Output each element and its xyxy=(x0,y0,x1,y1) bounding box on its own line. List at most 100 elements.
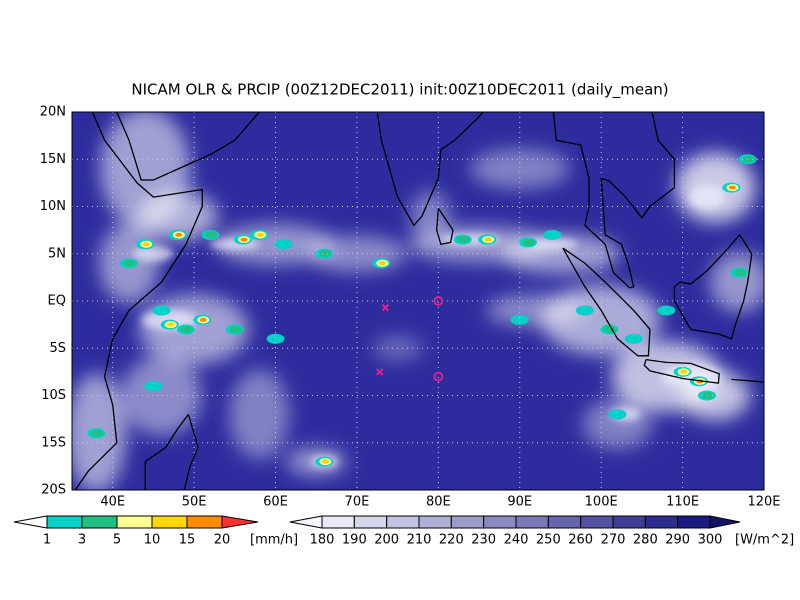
lat-label: 5N xyxy=(48,246,66,261)
precip-patch xyxy=(274,239,293,250)
coastline xyxy=(731,378,764,383)
precip-patch xyxy=(167,322,175,327)
lon-label: 120E xyxy=(747,495,780,510)
map-area xyxy=(72,112,764,490)
coastline xyxy=(436,208,454,246)
precip-legend-label: 10 xyxy=(144,533,161,548)
lat-label: 5S xyxy=(49,341,66,356)
map-frame xyxy=(71,111,765,491)
legend-box xyxy=(644,515,679,529)
precip-patch xyxy=(91,429,104,437)
precip-patch xyxy=(152,305,171,316)
precip-patch xyxy=(742,155,755,163)
cloud xyxy=(486,294,587,327)
cloud xyxy=(121,355,202,436)
legend-box xyxy=(515,515,549,529)
legend-box xyxy=(353,515,388,529)
legend-box xyxy=(450,515,485,529)
precip-patch xyxy=(728,185,736,190)
cloud-core xyxy=(133,245,174,262)
precip-patch xyxy=(657,305,676,316)
lon-label: 40E xyxy=(100,495,125,510)
lat-label: 10N xyxy=(40,199,66,214)
cloud-core xyxy=(660,364,721,389)
precip-patch xyxy=(266,333,285,344)
precip-patch xyxy=(457,236,470,244)
legend-box xyxy=(677,515,711,529)
legend-box xyxy=(46,515,83,529)
precip-legend-label: 20 xyxy=(214,533,231,548)
precip-patch xyxy=(702,392,715,399)
cloud-core xyxy=(527,238,578,251)
cloud xyxy=(709,252,764,313)
legends: 1 3 5 10 15 20 [mm/h] 180 190 200 210 220 230 240 250 2… xyxy=(13,515,794,548)
coastline xyxy=(74,112,203,490)
precip-patch xyxy=(240,237,248,242)
lon-label: 50E xyxy=(182,495,207,510)
cloud xyxy=(469,148,570,189)
legend-box xyxy=(321,515,355,529)
olr-legend-label: 260 xyxy=(568,533,593,548)
precip-patch xyxy=(123,259,136,267)
coastline xyxy=(144,414,199,490)
lat-label: 10S xyxy=(41,388,66,403)
precip-patch xyxy=(543,229,562,240)
precip-patch xyxy=(680,369,688,374)
map-title: NICAM OLR & PRCIP (00Z12DEC2011) init:00… xyxy=(131,81,668,100)
circle-marker xyxy=(433,296,444,306)
precip-patches xyxy=(87,154,757,467)
lat-label: 15N xyxy=(40,152,66,167)
olr-legend-label: 270 xyxy=(601,533,626,548)
legend-triangle xyxy=(709,515,741,529)
olr-legend-label: 200 xyxy=(374,533,399,548)
legend-box xyxy=(386,515,420,529)
lon-label: 70E xyxy=(345,495,370,510)
coastline xyxy=(673,233,753,340)
lon-label: 90E xyxy=(507,495,532,510)
legend-box xyxy=(116,515,153,529)
coastline xyxy=(376,112,484,227)
precip-patch xyxy=(624,333,643,344)
precip-legend-label: 3 xyxy=(78,533,86,548)
precip-patch xyxy=(256,232,264,237)
coastlines xyxy=(74,112,764,490)
legend-box xyxy=(547,515,582,529)
lat-label: EQ xyxy=(48,294,66,309)
olr-legend-unit: [W/m^2] xyxy=(735,533,794,548)
precip-patch xyxy=(180,325,193,333)
olr-legend-label: 280 xyxy=(633,533,658,548)
precip-patch xyxy=(484,237,492,242)
olr-legend-label: 240 xyxy=(504,533,529,548)
olr-legend-label: 230 xyxy=(471,533,496,548)
olr-legend-label: 180 xyxy=(310,533,335,548)
precip-patch xyxy=(144,381,163,392)
axis-labels: 20N 15N 10N 5N EQ 5S 10S 15S 20S 40E 50E 60E 70E 80E 9… xyxy=(40,105,781,510)
cloud-core xyxy=(689,185,726,210)
legend-box xyxy=(151,515,188,529)
legend-box xyxy=(612,515,646,529)
coastline xyxy=(643,358,720,384)
lat-label: 20N xyxy=(40,105,66,120)
legend-box xyxy=(186,515,223,529)
grid xyxy=(72,112,764,490)
precip-patch xyxy=(175,232,183,237)
precip-patch xyxy=(199,317,207,322)
precip-patch xyxy=(608,409,627,420)
lon-label: 80E xyxy=(426,495,451,510)
precip-legend-label: 5 xyxy=(113,533,121,548)
precip-patch xyxy=(522,238,535,246)
legend-triangle xyxy=(221,515,259,529)
x-marker xyxy=(381,303,390,312)
lon-label: 60E xyxy=(263,495,288,510)
legend-box xyxy=(483,515,517,529)
coastline xyxy=(552,112,676,289)
legend-triangle xyxy=(13,515,48,529)
circle-marker xyxy=(433,371,444,382)
precip-patch xyxy=(510,314,529,325)
cloud xyxy=(410,190,451,241)
cloud xyxy=(137,190,218,241)
coastline xyxy=(763,126,764,129)
coastline xyxy=(562,247,651,357)
precip-patch xyxy=(321,459,329,464)
